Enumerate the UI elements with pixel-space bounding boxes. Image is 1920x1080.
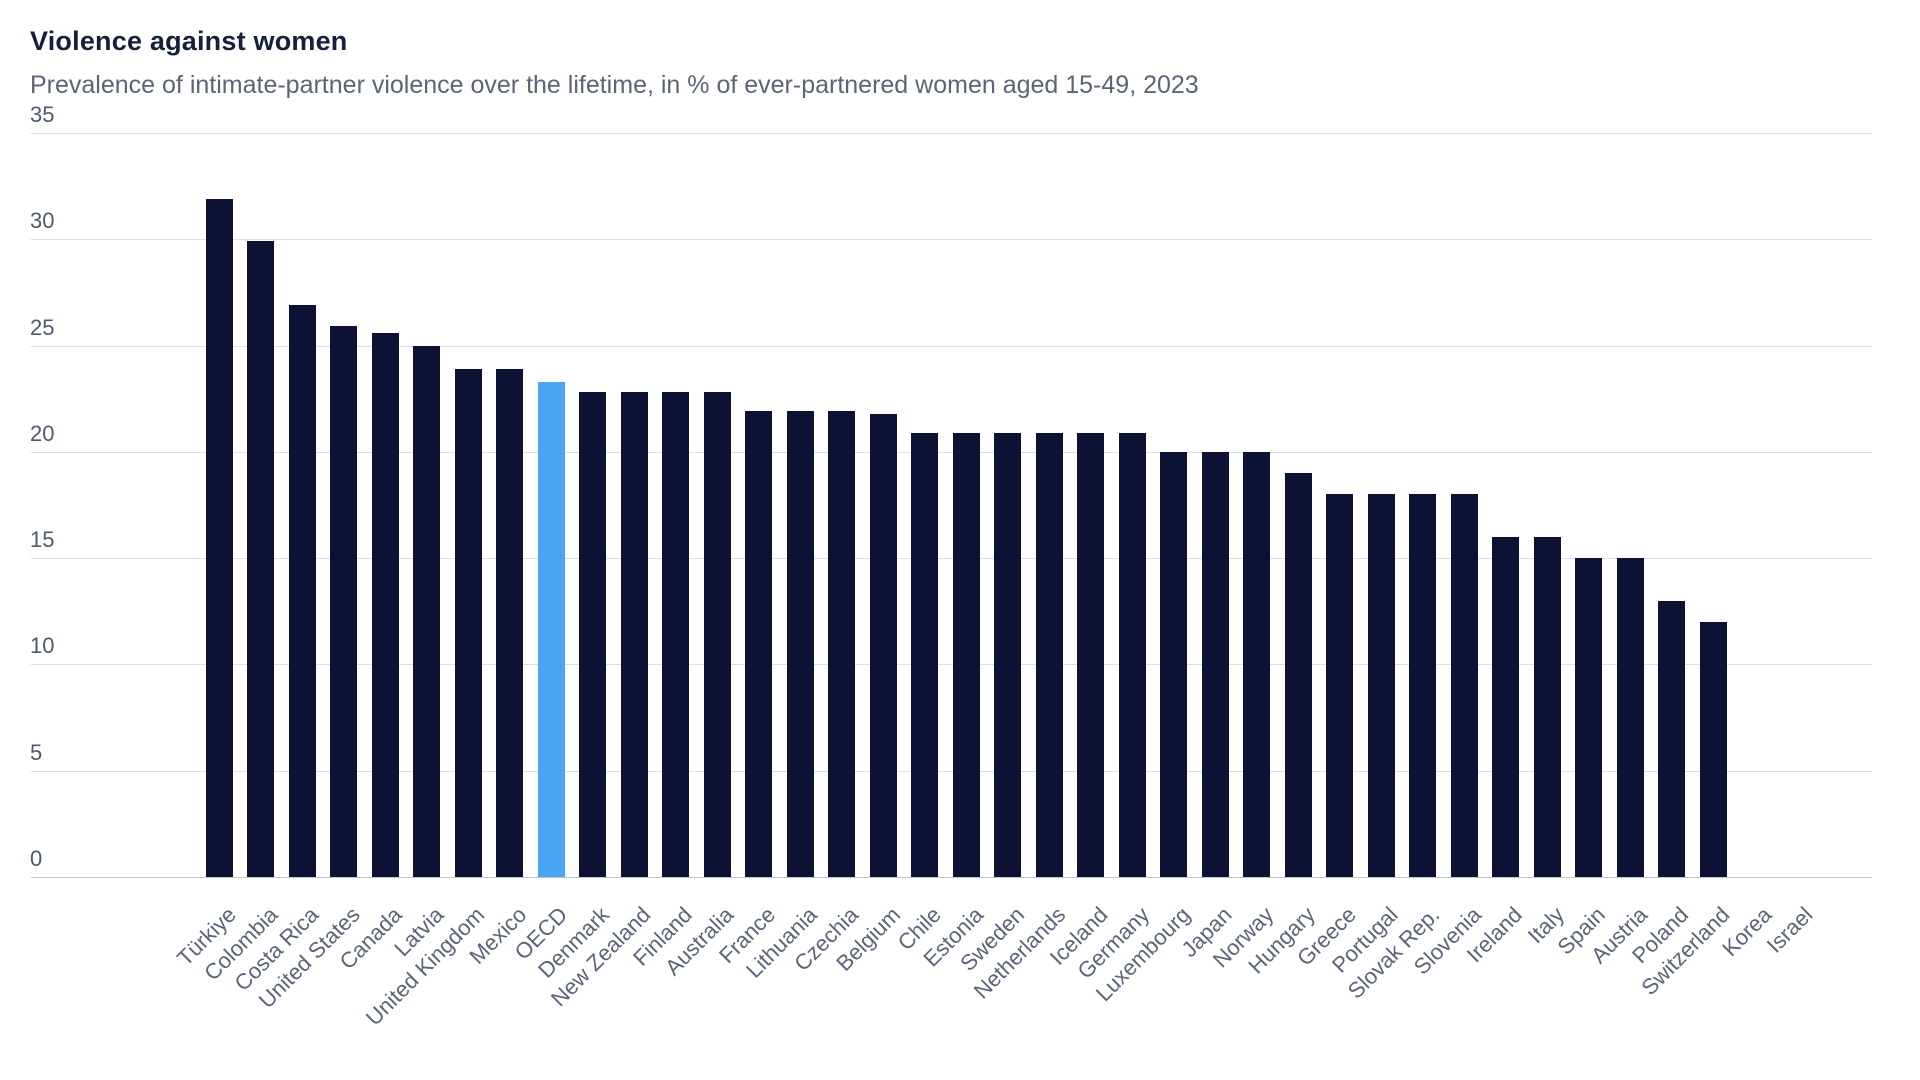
xlabel-text-israel: Israel [1761,902,1818,958]
bar-japan [1201,451,1229,877]
bar-spain [1575,558,1602,877]
bar-slovak-rep [1409,494,1436,877]
bar-portugal [1367,494,1395,877]
ytick-25: 25 [30,314,55,340]
gridline-30 [31,239,1872,241]
bar-iceland [1077,432,1104,877]
bar-t-rkiye [205,198,233,877]
gridline-10 [31,664,1872,666]
bar-norway [1243,451,1270,877]
bar-austria [1616,558,1644,877]
ytick-20: 20 [30,420,55,446]
chart-title: Violence against women [30,26,348,56]
bar-estonia [952,432,980,877]
bar-finland [662,392,689,877]
bar-latvia [413,345,440,877]
bar-new-zealand [620,392,648,877]
bar-ireland [1492,536,1519,877]
ytick-15: 15 [30,527,55,553]
bar-netherlands [1035,432,1063,877]
bar-greece [1326,494,1353,877]
bar-sweden [994,432,1021,877]
bar-costa-rica [288,305,316,877]
bar-poland [1658,600,1685,877]
bar-germany [1118,432,1146,877]
bar-colombia [247,241,274,877]
ytick-10: 10 [30,633,55,659]
bar-mexico [496,368,523,877]
bar-united-states [330,326,357,877]
gridline-20 [31,451,1872,453]
bar-oecd [537,381,565,877]
ytick-0: 0 [30,846,43,871]
gridline-25 [31,345,1872,347]
bar-czechia [828,411,855,877]
bar-denmark [579,392,606,877]
bar-canada [371,332,399,877]
gridline-35 [31,133,1872,134]
bar-united-kingdom [454,368,482,877]
chart-subtitle: Prevalence of intimate-partner violence … [30,71,1199,99]
gridline-15 [31,558,1872,560]
bar-switzerland [1699,621,1727,877]
bar-lithuania [786,411,814,877]
ytick-5: 5 [30,739,43,765]
gridline-5 [31,770,1872,772]
bar-australia [703,392,731,877]
gridline-0 [31,877,1872,878]
bar-belgium [869,413,897,877]
bar-luxembourg [1160,451,1187,877]
ytick-35: 35 [30,102,55,127]
bar-italy [1533,536,1561,877]
bar-france [745,411,772,877]
bar-slovenia [1450,494,1478,877]
bar-chile [911,432,938,877]
bar-hungary [1284,473,1312,877]
ytick-30: 30 [30,208,55,234]
